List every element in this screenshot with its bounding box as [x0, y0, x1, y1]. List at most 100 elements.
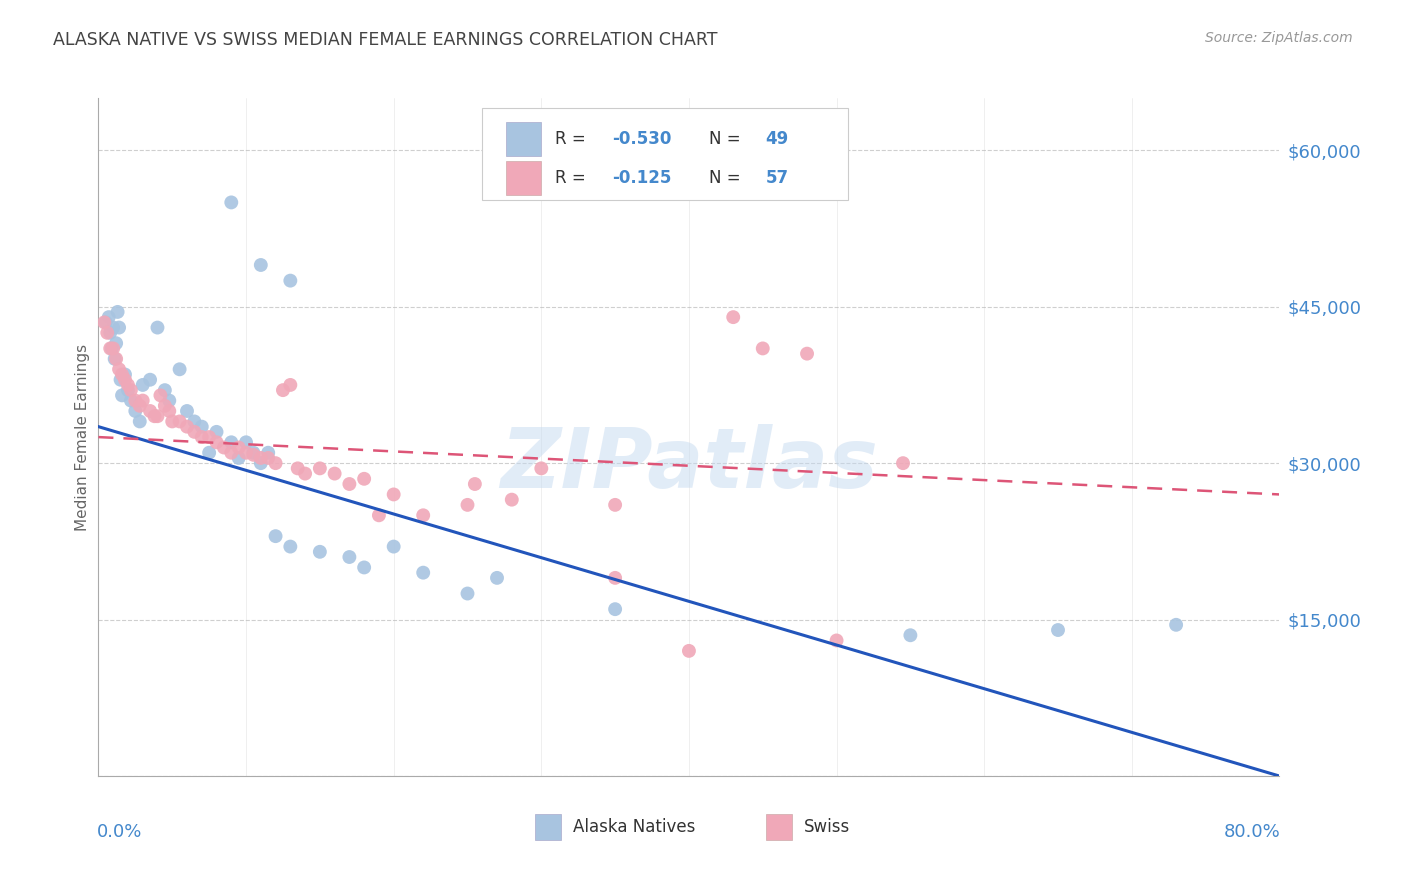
Point — [228, 450, 250, 465]
Point — [128, 399, 150, 413]
Point — [271, 383, 294, 397]
Text: 80.0%: 80.0% — [1223, 823, 1281, 841]
Point — [257, 446, 280, 460]
Point — [309, 545, 332, 559]
Point — [139, 373, 162, 387]
Text: Source: ZipAtlas.com: Source: ZipAtlas.com — [1205, 31, 1353, 45]
FancyBboxPatch shape — [766, 814, 792, 839]
Point — [280, 378, 302, 392]
Point — [124, 393, 146, 408]
Point — [235, 435, 257, 450]
Point — [530, 461, 553, 475]
Point — [157, 393, 180, 408]
Point — [120, 383, 142, 397]
Point — [111, 368, 134, 382]
Point — [221, 435, 243, 450]
Point — [191, 419, 214, 434]
Point — [486, 571, 509, 585]
Point — [110, 373, 132, 387]
FancyBboxPatch shape — [506, 122, 541, 156]
Point — [162, 414, 183, 428]
Point — [796, 346, 818, 360]
Point — [723, 310, 745, 325]
Text: Swiss: Swiss — [803, 818, 849, 836]
Point — [309, 461, 332, 475]
Text: N =: N = — [709, 169, 747, 186]
Point — [93, 315, 115, 329]
Point — [412, 508, 434, 523]
Point — [108, 362, 131, 376]
Text: 49: 49 — [766, 130, 789, 148]
Point — [153, 399, 176, 413]
Point — [97, 310, 120, 325]
Point — [353, 472, 375, 486]
Point — [382, 540, 405, 554]
Point — [139, 404, 162, 418]
Point — [264, 456, 287, 470]
Point — [104, 351, 127, 366]
Point — [250, 456, 273, 470]
Point — [103, 342, 125, 356]
Point — [382, 487, 405, 501]
Text: Alaska Natives: Alaska Natives — [574, 818, 696, 836]
FancyBboxPatch shape — [506, 161, 541, 194]
Point — [368, 508, 391, 523]
Point — [323, 467, 346, 481]
Point — [280, 540, 302, 554]
Point — [212, 441, 235, 455]
Point — [678, 644, 700, 658]
Point — [1046, 623, 1070, 637]
Point — [257, 450, 280, 465]
Point — [169, 362, 191, 376]
Point — [264, 529, 287, 543]
Point — [105, 336, 128, 351]
Point — [235, 446, 257, 460]
Point — [107, 305, 129, 319]
Point — [198, 446, 221, 460]
Point — [183, 425, 205, 439]
Point — [198, 430, 221, 444]
Point — [221, 446, 243, 460]
Text: N =: N = — [709, 130, 747, 148]
FancyBboxPatch shape — [482, 108, 848, 200]
Point — [183, 414, 205, 428]
Point — [501, 492, 523, 507]
Point — [128, 414, 150, 428]
Point — [205, 425, 228, 439]
Point — [250, 450, 273, 465]
Point — [146, 320, 169, 334]
Point — [176, 419, 198, 434]
Text: 0.0%: 0.0% — [97, 823, 142, 841]
Point — [105, 351, 128, 366]
Point — [457, 498, 479, 512]
Point — [205, 435, 228, 450]
Point — [111, 388, 134, 402]
Text: 57: 57 — [766, 169, 789, 186]
Point — [94, 315, 117, 329]
Text: R =: R = — [555, 169, 596, 186]
Text: ZIPatlas: ZIPatlas — [501, 424, 877, 505]
Point — [605, 602, 627, 616]
Point — [825, 633, 848, 648]
Point — [176, 404, 198, 418]
Point — [108, 320, 131, 334]
Point — [132, 378, 155, 392]
Point — [191, 430, 214, 444]
Text: R =: R = — [555, 130, 592, 148]
Point — [464, 477, 486, 491]
Point — [605, 498, 627, 512]
Point — [153, 383, 176, 397]
Point — [98, 326, 121, 340]
Point — [117, 383, 139, 397]
Point — [146, 409, 169, 424]
Point — [891, 456, 914, 470]
Point — [143, 409, 166, 424]
Text: -0.125: -0.125 — [612, 169, 672, 186]
Point — [96, 326, 118, 340]
Point — [149, 388, 172, 402]
Text: ALASKA NATIVE VS SWISS MEDIAN FEMALE EARNINGS CORRELATION CHART: ALASKA NATIVE VS SWISS MEDIAN FEMALE EAR… — [53, 31, 718, 49]
Y-axis label: Median Female Earnings: Median Female Earnings — [75, 343, 90, 531]
Point — [117, 378, 139, 392]
Point — [169, 414, 191, 428]
Point — [100, 342, 122, 356]
